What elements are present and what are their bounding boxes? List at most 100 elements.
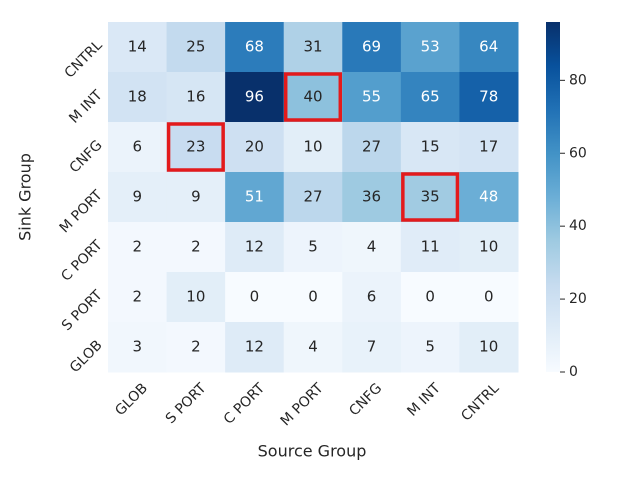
cell-label: 2 (133, 238, 143, 256)
x-tick-label: M PORT (278, 380, 327, 429)
cell-label: 10 (303, 138, 322, 156)
heatmap-cell (166, 222, 226, 273)
cell-label: 6 (133, 138, 143, 156)
heatmap-cell (459, 322, 519, 373)
x-tick-label: S PORT (163, 380, 210, 427)
heatmap-cell (225, 172, 285, 223)
cell-label: 10 (479, 238, 498, 256)
heatmap-cell (459, 272, 519, 323)
cell-label: 15 (421, 138, 440, 156)
highlight-box (283, 72, 343, 122)
heatmap-cell (166, 72, 226, 123)
cell-label: 12 (245, 238, 264, 256)
cell-label: 0 (425, 288, 435, 306)
heatmap-cell (108, 172, 168, 223)
cell-label: 78 (479, 88, 498, 106)
heatmap-cell (283, 222, 343, 273)
cell-label: 3 (133, 338, 143, 356)
heatmap-cell (225, 272, 285, 323)
heatmap-cell (283, 72, 343, 123)
highlight-box (401, 172, 460, 222)
heatmap-cell (342, 222, 402, 273)
heatmap-cell (400, 322, 460, 373)
cell-label: 7 (367, 338, 377, 356)
cell-label: 55 (362, 88, 381, 106)
cell-label: 14 (128, 38, 147, 56)
heatmap-cell (108, 22, 168, 73)
x-tick-label: M INT (404, 380, 444, 420)
colorbar (546, 22, 560, 372)
cell-label: 48 (479, 188, 498, 206)
cell-label: 27 (362, 138, 381, 156)
cell-label: 96 (245, 88, 264, 106)
colorbar-tick-label: 40 (569, 218, 587, 234)
heatmap-cell (459, 122, 519, 173)
heatmap-cell (400, 222, 460, 273)
cell-label: 35 (421, 188, 440, 206)
heatmap-cell (108, 222, 168, 273)
heatmap-cell (283, 322, 343, 373)
cell-label: 2 (133, 288, 143, 306)
colorbar-tick-label: 0 (569, 364, 578, 380)
x-tick-label: C PORT (221, 380, 269, 428)
heatmap-cell (459, 172, 519, 223)
cell-label: 68 (245, 38, 264, 56)
heatmap-cell (166, 322, 226, 373)
heatmap-cell (225, 322, 285, 373)
cell-label: 31 (303, 38, 322, 56)
cell-label: 51 (245, 188, 264, 206)
heatmap-cell (400, 122, 460, 173)
heatmap-cell (108, 122, 168, 173)
cell-label: 9 (191, 188, 201, 206)
y-tick-label: CNFG (67, 137, 106, 176)
y-tick-label: M PORT (57, 187, 106, 236)
heatmap-cell (166, 22, 226, 73)
heatmap-cell (166, 172, 226, 223)
cell-label: 4 (367, 238, 377, 256)
x-tick-label: CNTRL (458, 380, 502, 424)
cell-label: 0 (308, 288, 318, 306)
cell-label: 0 (484, 288, 494, 306)
heatmap-cell (400, 172, 460, 223)
y-tick-label: CNTRL (62, 37, 106, 81)
heatmap-cell (459, 222, 519, 273)
cell-label: 9 (133, 188, 143, 206)
heatmap-cell (342, 72, 402, 123)
heatmap-cell (459, 22, 519, 73)
cell-label: 64 (479, 38, 498, 56)
heatmap-cell (166, 272, 226, 323)
heatmap-cell (108, 272, 168, 323)
colorbar-tick-label: 80 (569, 72, 587, 88)
heatmap-cell (342, 172, 402, 223)
heatmap-cell (225, 222, 285, 273)
heatmap-cell (283, 22, 343, 73)
heatmap-cell (342, 122, 402, 173)
cell-label: 23 (186, 138, 205, 156)
heatmap-cell (166, 122, 226, 173)
cell-label: 16 (186, 88, 205, 106)
cell-label: 18 (128, 88, 147, 106)
cell-label: 10 (186, 288, 205, 306)
highlight-box (166, 122, 225, 172)
heatmap-cell (283, 172, 343, 223)
heatmap-cell (342, 22, 402, 73)
colorbar-tick-label: 20 (569, 291, 587, 307)
heatmap-cell (283, 122, 343, 173)
cell-label: 6 (367, 288, 377, 306)
heatmap-cell (225, 22, 285, 73)
y-tick-label: S PORT (59, 287, 106, 334)
cell-label: 0 (250, 288, 260, 306)
colorbar-tick-label: 60 (569, 145, 587, 161)
cell-label: 10 (479, 338, 498, 356)
cell-label: 2 (191, 338, 201, 356)
cell-label: 5 (308, 238, 318, 256)
heatmap-cell (108, 322, 168, 373)
heatmap-cell (283, 272, 343, 323)
heatmap-cell (400, 22, 460, 73)
y-tick-label: C PORT (58, 237, 106, 285)
heatmap-cell (400, 272, 460, 323)
y-axis-title: Sink Group (16, 153, 35, 241)
cell-label: 20 (245, 138, 264, 156)
cell-label: 17 (479, 138, 498, 156)
cell-label: 12 (245, 338, 264, 356)
